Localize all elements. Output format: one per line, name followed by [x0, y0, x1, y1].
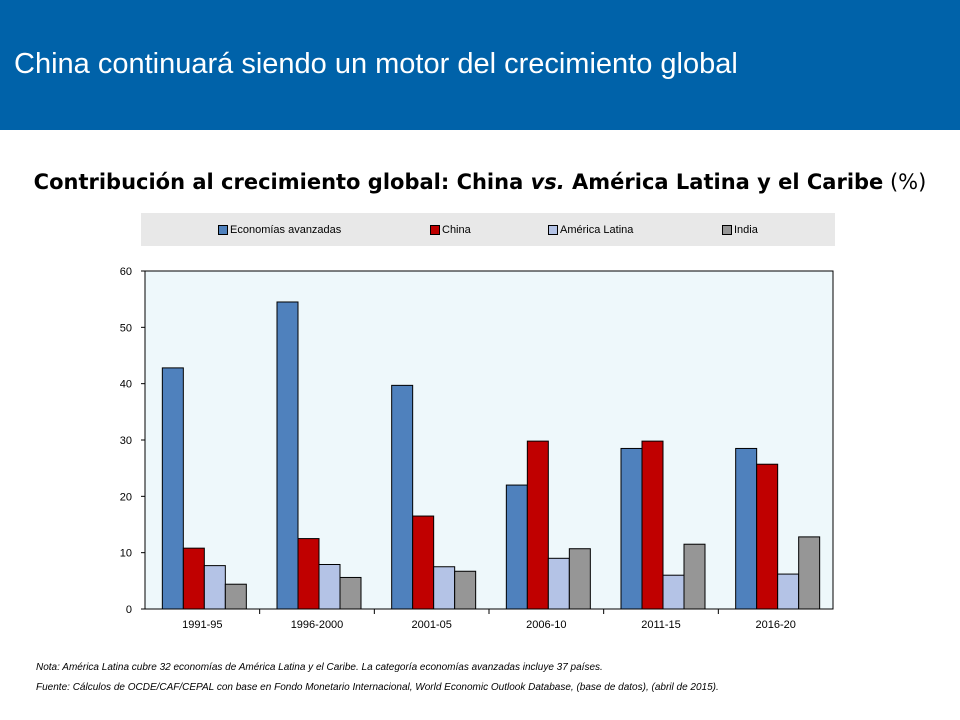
bar — [318, 563, 341, 610]
legend-swatch-economias-avanzadas — [218, 225, 228, 235]
bar — [505, 484, 528, 610]
x-tick-label: 2011-15 — [641, 619, 681, 631]
bar — [526, 440, 549, 610]
y-tick-label: 40 — [120, 379, 132, 391]
bar — [224, 583, 247, 610]
page-title: China continuará siendo un motor del cre… — [14, 48, 738, 80]
chart-title: Contribución al crecimiento global: Chin… — [0, 170, 960, 194]
bar — [276, 301, 299, 610]
bar — [182, 547, 205, 610]
x-tick-label: 2001-05 — [411, 619, 451, 631]
legend-label: Economías avanzadas — [230, 224, 342, 236]
bar — [161, 367, 184, 610]
y-tick-label: 50 — [120, 322, 132, 334]
bar — [391, 384, 414, 610]
chart-title-part1: Contribución al crecimiento global: Chin… — [33, 170, 531, 194]
x-tick-label: 2006-10 — [526, 619, 566, 631]
legend-swatch-india — [722, 225, 732, 235]
chart-source: Fuente: Cálculos de OCDE/CAF/CEPAL con b… — [36, 682, 719, 693]
legend-item-america-latina: América Latina — [548, 223, 633, 237]
bar — [756, 463, 779, 610]
x-tick-label: 1991-95 — [182, 619, 222, 631]
chart-title-part2: vs. — [530, 170, 565, 194]
chart-title-part3: América Latina y el Caribe — [564, 170, 884, 194]
chart-note: Nota: América Latina cubre 32 economías … — [36, 662, 603, 673]
legend-label: China — [442, 224, 471, 236]
chart-title-unit: (%) — [883, 170, 927, 194]
y-tick-label: 30 — [120, 435, 132, 447]
bar — [412, 515, 435, 610]
bar — [339, 576, 362, 610]
legend-item-economias-avanzadas: Economías avanzadas — [218, 223, 341, 237]
legend-label: India — [734, 224, 758, 236]
bar — [641, 440, 664, 610]
legend-swatch-america-latina — [548, 225, 558, 235]
y-tick-label: 0 — [126, 604, 132, 616]
y-tick-label: 20 — [120, 491, 132, 503]
bar — [203, 565, 226, 610]
x-tick-label: 2016-20 — [755, 619, 795, 631]
legend-item-china: China — [430, 223, 471, 237]
bar — [433, 566, 456, 610]
bar — [568, 548, 591, 610]
bar — [662, 574, 685, 610]
bar — [735, 447, 758, 610]
bar — [798, 536, 821, 610]
y-tick-label: 10 — [120, 548, 132, 560]
x-tick-label: 1996-2000 — [291, 619, 344, 631]
bar — [620, 447, 643, 610]
bar — [454, 570, 477, 610]
legend-label: América Latina — [560, 224, 634, 236]
y-tick-label: 60 — [120, 266, 132, 278]
plot-area — [144, 270, 834, 610]
legend-swatch-china — [430, 225, 440, 235]
bar — [547, 557, 570, 610]
header-banner: China continuará siendo un motor del cre… — [0, 0, 960, 130]
bar — [297, 538, 320, 610]
bar — [683, 543, 706, 610]
bar — [777, 573, 800, 610]
legend-item-india: India — [722, 223, 758, 237]
chart-legend: Economías avanzadas China América Latina… — [141, 213, 835, 246]
